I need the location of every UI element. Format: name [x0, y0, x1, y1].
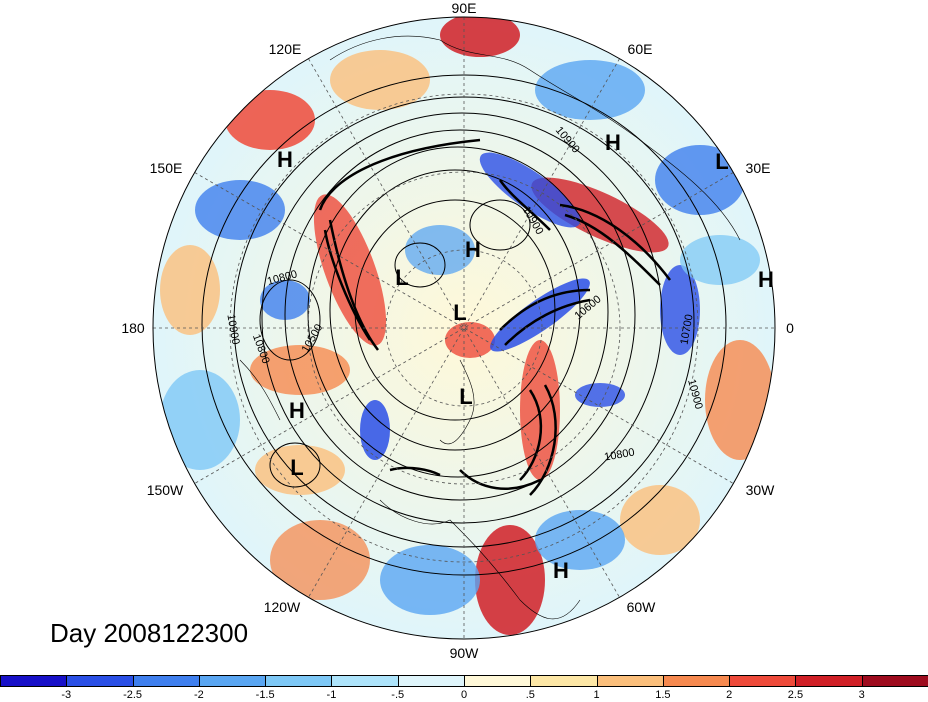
center-low: L: [395, 265, 408, 290]
colorbar-swatch: [795, 675, 863, 687]
colorbar-swatch: [132, 675, 200, 687]
center-low: L: [459, 384, 472, 409]
colorbar-tick-label: 1.5: [655, 689, 671, 701]
lon-label-150w: 150W: [147, 482, 184, 498]
colorbar-ticks: -3 -2.5 -2 -1.5 -1 -.5 0 .5 1 1.5 2 2.5 3: [0, 689, 928, 702]
center-high: H: [277, 147, 293, 172]
lon-label-30e: 30E: [746, 160, 771, 176]
lon-label-30w: 30W: [746, 482, 776, 498]
pressure-centers: H H H L L H H L L L H L H: [277, 130, 774, 583]
colorbar-tick-label: -1.5: [255, 689, 275, 701]
colorbar: [0, 675, 928, 689]
colorbar-tick-label: 0: [460, 689, 468, 701]
colorbar-swatch: [861, 675, 928, 687]
center-high: H: [758, 267, 774, 292]
colorbar-swatch: [331, 675, 399, 687]
lon-label-120e: 120E: [269, 41, 302, 57]
colorbar-tick-label: -2.5: [123, 689, 143, 701]
center-high: H: [289, 398, 305, 423]
center-high: H: [553, 558, 569, 583]
colorbar-tick-label: .5: [525, 689, 535, 701]
center-high: H: [465, 237, 481, 262]
colorbar-swatch: [464, 675, 532, 687]
colorbar-swatch: [66, 675, 134, 687]
graticule: [153, 17, 775, 639]
colorbar-swatch: [596, 675, 664, 687]
colorbar-tick-label: -1: [326, 689, 337, 701]
longitude-labels: 90E 60E 30E 0 30W 60W 90W 120W 150W 180 …: [121, 0, 794, 661]
lon-label-90w: 90W: [450, 645, 480, 661]
colorbar-swatch: [729, 675, 797, 687]
colorbar-swatch: [530, 675, 598, 687]
colorbar-swatch: [265, 675, 333, 687]
colorbar-tick-label: 3: [858, 689, 865, 701]
colorbar-swatch: [0, 675, 68, 687]
contour-label: 10900: [224, 313, 241, 345]
colorbar-tick-label: 2: [726, 689, 733, 701]
lon-label-150e: 150E: [150, 160, 183, 176]
colorbar-tick-label: 1: [593, 689, 600, 701]
map-border: [152, 16, 776, 640]
jet-streaks: [318, 138, 671, 496]
center-low: L: [453, 300, 466, 325]
colorbar-swatch: [662, 675, 731, 687]
lon-label-60w: 60W: [627, 599, 657, 615]
colorbar-tick-label: 2.5: [787, 689, 804, 701]
lon-label-90e: 90E: [452, 0, 477, 16]
colorbar-swatch: [198, 675, 267, 687]
center-high: H: [605, 130, 621, 155]
map-title: Day 2008122300: [50, 618, 249, 648]
lon-label-60e: 60E: [628, 41, 653, 57]
colorbar-tick-label: -.5: [391, 689, 405, 701]
colorbar-swatch: [397, 675, 465, 687]
lon-label-0: 0: [786, 320, 794, 336]
colorbar-tick-label: -3: [61, 689, 72, 701]
lon-label-120w: 120W: [264, 599, 301, 615]
coastlines: [239, 35, 741, 620]
contour-label: 10700: [678, 313, 695, 345]
center-low: L: [290, 455, 303, 480]
colorbar-tick-label: -2: [193, 689, 204, 701]
center-low: L: [715, 149, 728, 174]
contour-label: 10800: [603, 446, 635, 463]
lon-label-180: 180: [121, 320, 145, 336]
